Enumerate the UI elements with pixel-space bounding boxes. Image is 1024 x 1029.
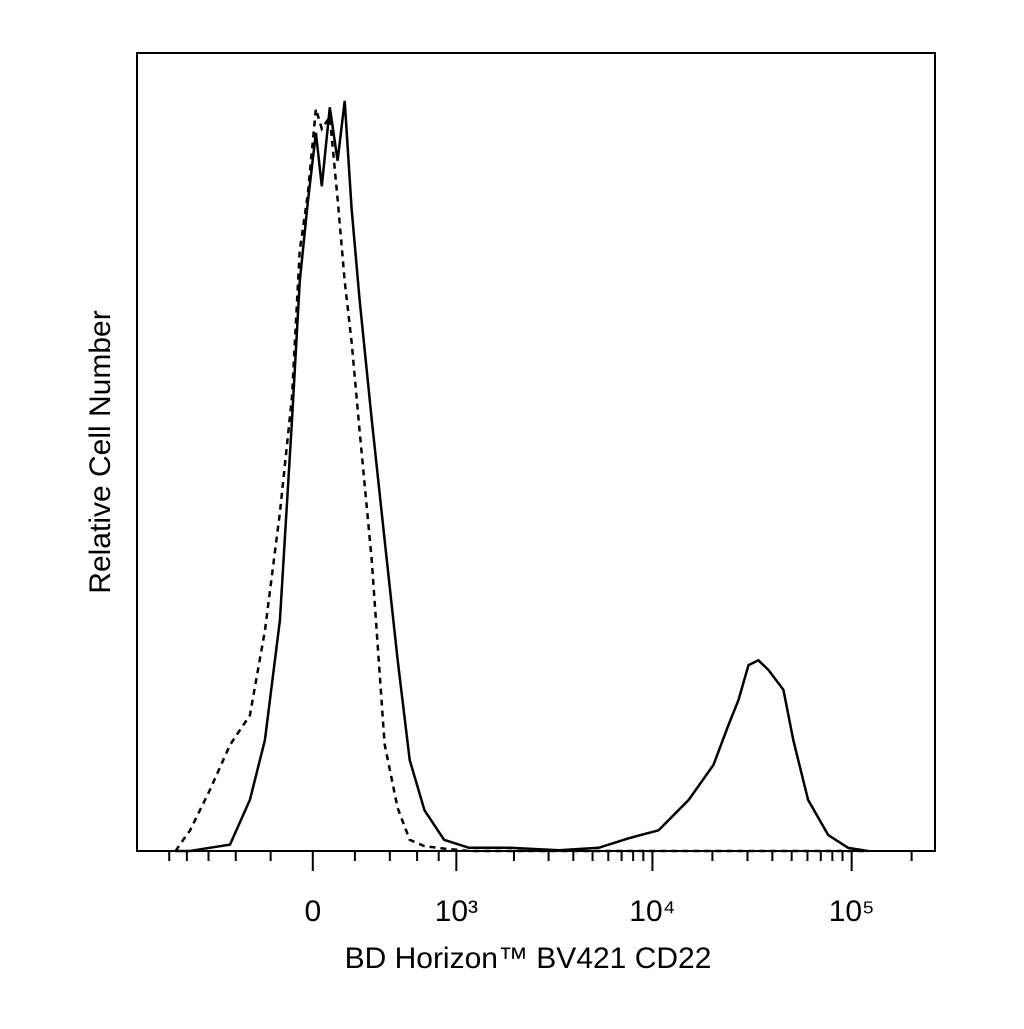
x-tick-label: 10⁵ [829, 895, 875, 928]
histogram-line [174, 108, 869, 853]
x-tick-label: 10⁴ [629, 895, 675, 928]
x-tick-label: 10³ [435, 895, 478, 928]
plot-frame [136, 52, 936, 852]
histogram-line [175, 100, 869, 853]
x-tick-label: 0 [304, 895, 321, 928]
x-axis-label: BD Horizon™ BV421 CD22 [345, 942, 712, 975]
y-axis-label: Relative Cell Number [84, 310, 117, 593]
